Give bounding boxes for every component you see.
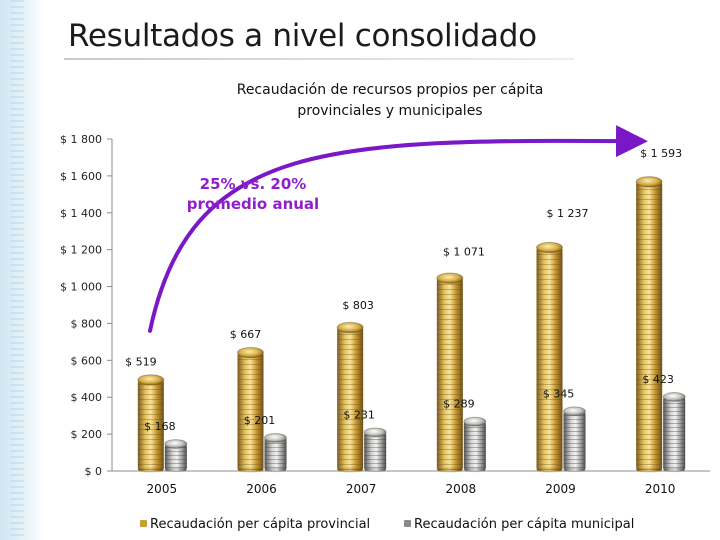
x-tick-label: 2010 bbox=[645, 482, 676, 496]
municipal-bar bbox=[164, 439, 188, 473]
y-tick-label: $ 1 000 bbox=[60, 281, 102, 294]
provincial-bar-shadow bbox=[536, 467, 563, 473]
municipal-bar-shadow bbox=[563, 467, 586, 473]
provincial-bar-shadow bbox=[137, 467, 164, 473]
provincial-bar bbox=[436, 272, 464, 473]
municipal-bar-ridges bbox=[364, 432, 387, 471]
municipal-bar bbox=[563, 406, 586, 473]
provincial-bar-shadow bbox=[436, 467, 463, 473]
x-tick-label: 2008 bbox=[446, 482, 477, 496]
provincial-bar bbox=[536, 241, 563, 473]
y-tick-label: $ 600 bbox=[71, 354, 103, 367]
chart-legend: Recaudación per cápita provincial Recaud… bbox=[0, 517, 720, 537]
municipal-bar bbox=[463, 416, 487, 473]
growth-trend-arrow bbox=[148, 125, 648, 333]
y-tick-label: $ 400 bbox=[71, 391, 103, 404]
legend-item-municipal: Recaudación per cápita municipal bbox=[404, 517, 634, 532]
chart-title-line-2: provinciales y municipales bbox=[297, 103, 483, 119]
y-tick-label: $ 200 bbox=[71, 428, 103, 441]
municipal-bar-top-coin bbox=[463, 416, 487, 427]
legend-swatch-provincial bbox=[140, 520, 147, 527]
municipal-bar bbox=[363, 427, 387, 473]
municipal-bar-ridges bbox=[264, 437, 287, 471]
growth-annotation-line-1: 25% vs. 20% bbox=[199, 175, 307, 193]
chart-title-line-1: Recaudación de recursos propios per cápi… bbox=[236, 82, 544, 98]
y-tick-label: $ 0 bbox=[85, 465, 103, 478]
provincial-data-label: $ 1 237 bbox=[547, 207, 589, 220]
slide-title: Resultados a nivel consolidado bbox=[68, 18, 537, 54]
municipal-bar-top-coin bbox=[563, 406, 586, 417]
municipal-bar-shadow bbox=[663, 467, 686, 473]
provincial-bar bbox=[137, 374, 165, 473]
growth-annotation-line-2: promedio anual bbox=[186, 195, 320, 213]
provincial-bar-top-coin bbox=[635, 176, 663, 188]
provincial-bar-top-coin bbox=[237, 346, 264, 359]
provincial-bar-ridges bbox=[536, 247, 563, 471]
municipal-bar-shadow bbox=[364, 467, 387, 473]
municipal-bar-top-coin bbox=[662, 392, 686, 402]
x-tick-label: 2006 bbox=[246, 482, 277, 496]
provincial-bar-ridges bbox=[636, 181, 663, 472]
provincial-data-label: $ 1 071 bbox=[443, 245, 485, 258]
municipal-bar-top-coin bbox=[363, 427, 387, 438]
legend-label-municipal: Recaudación per cápita municipal bbox=[414, 517, 635, 532]
legend-label-provincial: Recaudación per cápita provincial bbox=[150, 517, 371, 532]
municipal-bar bbox=[264, 432, 287, 473]
provincial-bar bbox=[237, 346, 264, 473]
provincial-data-label: $ 1 593 bbox=[640, 147, 682, 160]
provincial-bar-shadow bbox=[237, 467, 264, 473]
municipal-bar-shadow bbox=[264, 467, 287, 473]
provincial-data-label: $ 803 bbox=[342, 299, 374, 312]
legend-item-provincial: Recaudación per cápita provincial bbox=[140, 517, 370, 532]
y-tick-label: $ 1 200 bbox=[60, 244, 102, 257]
chart-title: Recaudación de recursos propios per cápi… bbox=[180, 80, 600, 122]
municipal-data-label: $ 231 bbox=[343, 408, 375, 421]
legend-swatch-municipal bbox=[404, 520, 411, 527]
provincial-bar-top-coin bbox=[436, 272, 464, 284]
x-tick-label: 2007 bbox=[346, 482, 377, 496]
provincial-bar-shadow bbox=[636, 467, 663, 473]
y-tick-label: $ 1 400 bbox=[60, 207, 102, 220]
y-tick-label: $ 1 800 bbox=[60, 133, 102, 146]
municipal-bar-top-coin bbox=[164, 439, 188, 449]
municipal-data-label: $ 345 bbox=[543, 387, 575, 400]
y-tick-label: $ 1 600 bbox=[60, 170, 102, 183]
title-underline bbox=[64, 58, 574, 60]
municipal-bar-ridges bbox=[164, 443, 187, 471]
municipal-bar bbox=[662, 392, 686, 473]
provincial-bar-top-coin bbox=[336, 321, 364, 334]
municipal-bar-ridges bbox=[563, 411, 586, 471]
provincial-bar bbox=[635, 176, 663, 473]
provincial-bar-ridges bbox=[137, 379, 164, 471]
municipal-bar-ridges bbox=[463, 421, 486, 471]
y-tick-label: $ 800 bbox=[71, 317, 103, 330]
municipal-data-label: $ 289 bbox=[443, 398, 475, 411]
provincial-bar-ridges bbox=[237, 352, 264, 471]
provincial-bar-ridges bbox=[337, 327, 364, 471]
growth-annotation: 25% vs. 20% promedio anual bbox=[183, 174, 323, 214]
municipal-bar-ridges bbox=[663, 396, 686, 471]
provincial-bar-top-coin bbox=[536, 241, 563, 254]
provincial-bar-ridges bbox=[436, 278, 463, 471]
decorative-side-stripe bbox=[0, 0, 46, 540]
provincial-bar-shadow bbox=[337, 467, 364, 473]
municipal-bar-shadow bbox=[463, 467, 486, 473]
x-tick-label: 2009 bbox=[545, 482, 576, 496]
provincial-data-label: $ 667 bbox=[230, 328, 262, 341]
x-tick-label: 2005 bbox=[147, 482, 178, 496]
provincial-bar-top-coin bbox=[137, 374, 165, 386]
provincial-data-label: $ 519 bbox=[125, 355, 157, 368]
municipal-data-label: $ 168 bbox=[144, 420, 176, 433]
municipal-data-label: $ 423 bbox=[642, 373, 674, 386]
provincial-bar bbox=[336, 321, 364, 473]
municipal-data-label: $ 201 bbox=[244, 414, 276, 427]
municipal-bar-shadow bbox=[164, 467, 187, 473]
municipal-bar-top-coin bbox=[264, 432, 287, 443]
